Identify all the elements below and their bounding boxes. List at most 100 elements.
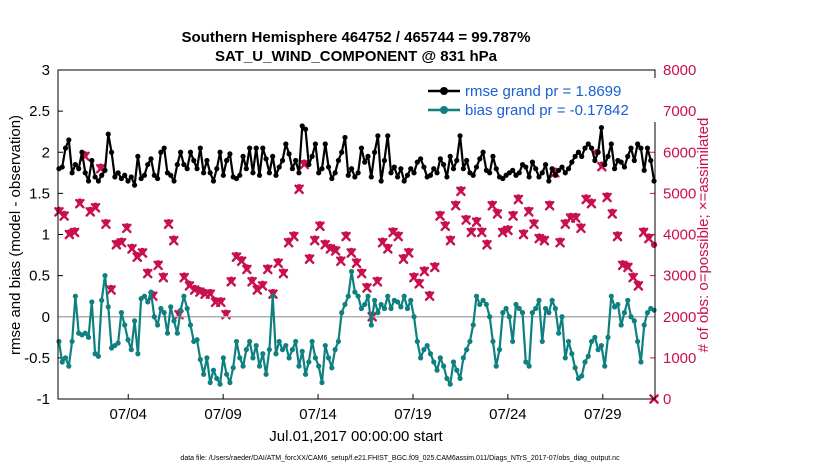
rmse-point: [250, 170, 256, 176]
right-tick-label: 3000: [663, 268, 696, 285]
bias-point: [217, 381, 223, 387]
bias-point: [362, 301, 368, 308]
bias-point: [510, 338, 516, 345]
right-tick-label: 5000: [663, 185, 696, 202]
bias-point: [197, 356, 203, 363]
rmse-point: [480, 149, 486, 155]
rmse-point: [611, 166, 618, 172]
bias-point: [325, 355, 332, 361]
rmse-point: [447, 153, 453, 159]
bias-point: [164, 330, 171, 336]
right-tick-label: 1000: [663, 350, 696, 367]
bias-point: [401, 293, 407, 299]
bias-point: [181, 293, 187, 299]
bias-point: [559, 314, 565, 320]
rmse-point: [201, 170, 207, 176]
rmse-point: [342, 134, 348, 141]
rmse-point: [293, 157, 299, 164]
rmse-point: [487, 170, 493, 176]
rmse-point: [651, 178, 657, 184]
bias-line: [57, 270, 655, 386]
rmse-point: [319, 166, 325, 172]
obs-assimilated-marker: [456, 186, 466, 197]
rmse-point: [237, 172, 243, 178]
bias-point: [201, 371, 207, 377]
bias-point: [418, 355, 424, 361]
obs-assimilated-marker: [168, 235, 179, 246]
rmse-point: [76, 166, 82, 172]
rmse-point: [569, 159, 575, 165]
rmse-point: [253, 145, 259, 151]
rmse-point: [217, 149, 223, 155]
bias-point: [513, 301, 519, 308]
rmse-point: [552, 172, 559, 178]
bias-point: [615, 301, 621, 308]
rmse-point: [112, 174, 118, 180]
rmse-point: [256, 172, 263, 178]
rmse-point: [625, 153, 631, 159]
bias-point: [335, 338, 342, 345]
bias-point: [89, 299, 95, 305]
rmse-point: [289, 166, 295, 172]
rmse-point: [648, 157, 654, 164]
bias-point: [523, 359, 529, 365]
bias-point: [302, 371, 309, 377]
obs-assimilated-marker: [127, 244, 137, 254]
left-tick-label: 0: [42, 309, 50, 326]
bias-point: [388, 305, 394, 312]
bias-point: [312, 355, 319, 361]
obs-assimilated-marker: [341, 231, 351, 242]
bias-point: [398, 304, 404, 310]
bias-point: [69, 338, 75, 345]
obs-assimilated-marker: [257, 281, 268, 291]
rmse-point: [473, 164, 480, 170]
bias-point: [394, 299, 401, 305]
rmse-point: [579, 153, 585, 159]
bias-point: [454, 367, 460, 373]
bias-point: [99, 297, 105, 303]
bias-point: [306, 359, 312, 365]
bias-point: [95, 353, 102, 359]
rmse-point: [493, 166, 499, 172]
bias-point: [339, 310, 345, 316]
bias-point: [556, 330, 562, 336]
rmse-point: [286, 151, 292, 157]
bias-point: [85, 334, 92, 340]
obs-assimilated-marker: [346, 248, 357, 258]
obs-assimilated-marker: [430, 262, 440, 273]
bias-point: [174, 330, 180, 336]
chart-title-line2: SAT_U_WIND_COMPONENT @ 831 hPa: [215, 48, 498, 65]
obs-assimilated-marker: [158, 272, 169, 283]
obs-assimilated-marker: [487, 200, 498, 211]
x-tick-label: 07/04: [109, 406, 147, 423]
rmse-point: [79, 149, 85, 155]
bias-point: [533, 305, 539, 312]
rmse-point: [161, 145, 167, 151]
obs-assimilated-marker: [163, 219, 174, 230]
bias-point: [549, 297, 555, 303]
obs-assimilated-marker: [351, 258, 362, 269]
rmse-point: [644, 145, 651, 151]
rmse-point: [427, 172, 434, 178]
obs-assimilated-marker: [273, 258, 283, 269]
bias-point: [358, 305, 365, 312]
bias-point: [582, 359, 588, 365]
obs-assimilated-marker: [278, 268, 289, 279]
left-axis-tick-labels: -1 -0.5 0 0.5 1 1.5 2 2.5 3: [24, 62, 50, 408]
bias-point: [62, 355, 69, 361]
bias-point: [529, 310, 536, 316]
bias-point: [473, 293, 480, 299]
rmse-point: [385, 133, 391, 139]
bias-point: [118, 310, 125, 316]
obs-assimilated-marker: [179, 272, 190, 283]
rmse-point: [299, 123, 305, 129]
rmse-point: [562, 170, 568, 176]
rmse-point: [516, 170, 522, 176]
bias-point: [352, 289, 358, 295]
bias-point: [82, 330, 88, 336]
rmse-point: [414, 159, 420, 165]
legend: rmse grand pr = 1.8699 bias grand pr = -…: [420, 78, 658, 122]
bias-point: [602, 363, 608, 369]
bias-point: [148, 289, 154, 295]
obs-assimilated-marker: [383, 244, 393, 254]
